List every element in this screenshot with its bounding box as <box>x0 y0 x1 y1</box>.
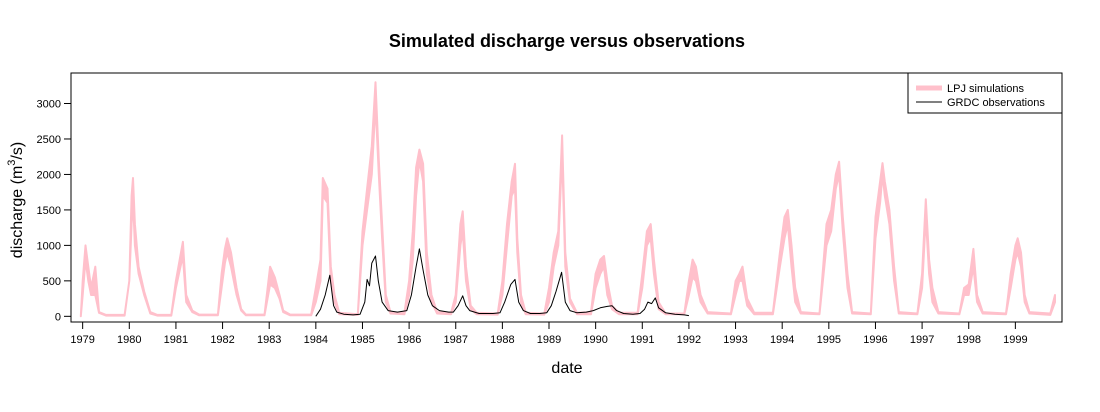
x-tick-label: 1990 <box>583 334 607 346</box>
x-tick-label: 1981 <box>164 334 188 346</box>
x-tick-label: 1993 <box>723 334 747 346</box>
plot-frame <box>70 72 1063 323</box>
y-tick-label: 1500 <box>37 205 61 217</box>
y-tick-label: 2000 <box>37 169 61 181</box>
x-tick-label: 1998 <box>956 334 980 346</box>
y-tick-label: 1000 <box>37 240 61 252</box>
x-tick-label: 1995 <box>817 334 841 346</box>
x-tick-label: 1991 <box>630 334 654 346</box>
x-tick-label: 1984 <box>304 334 328 346</box>
x-tick-label: 1994 <box>770 334 794 346</box>
x-tick-label: 1983 <box>257 334 281 346</box>
x-tick-label: 1987 <box>443 334 467 346</box>
y-tick-label: 0 <box>55 311 61 323</box>
observation-line-layer <box>315 248 689 317</box>
y-tick-label: 500 <box>43 276 61 288</box>
legend-box <box>907 72 1063 114</box>
y-axis-label-tail: /s) <box>9 142 26 160</box>
x-tick-label: 1996 <box>863 334 887 346</box>
observation-series-line <box>315 248 689 317</box>
legend: LPJ simulations GRDC observations <box>907 72 1063 114</box>
y-axis-ticks: 0 500 1000 1500 2000 2500 3000 <box>37 99 71 323</box>
x-tick-label: 1988 <box>490 334 514 346</box>
x-tick-label: 1979 <box>70 334 94 346</box>
x-axis-label: date <box>551 360 582 377</box>
simulation-series-band <box>79 81 1056 318</box>
legend-label-simulations: LPJ simulations <box>947 83 1025 95</box>
y-tick-label: 2500 <box>37 134 61 146</box>
x-tick-label: 1985 <box>350 334 374 346</box>
x-axis-ticks: 1979 1980 1981 1982 1983 1984 1985 1986 1987 1988… <box>70 322 1028 346</box>
x-tick-label: 1992 <box>677 334 701 346</box>
y-axis-label-main: discharge (m <box>9 166 26 258</box>
chart-title: Simulated discharge versus observations <box>389 31 745 51</box>
legend-label-observations: GRDC observations <box>947 97 1045 109</box>
x-tick-label: 1986 <box>397 334 421 346</box>
y-axis-label-superscript: 3 <box>6 160 18 166</box>
x-tick-label: 1982 <box>210 334 234 346</box>
x-tick-label: 1980 <box>117 334 141 346</box>
x-tick-label: 1999 <box>1003 334 1027 346</box>
y-tick-label: 3000 <box>37 99 61 111</box>
x-tick-label: 1989 <box>537 334 561 346</box>
y-axis-label: discharge (m3/s) <box>6 142 26 258</box>
x-tick-label: 1997 <box>910 334 934 346</box>
simulation-band-layer <box>79 81 1056 318</box>
